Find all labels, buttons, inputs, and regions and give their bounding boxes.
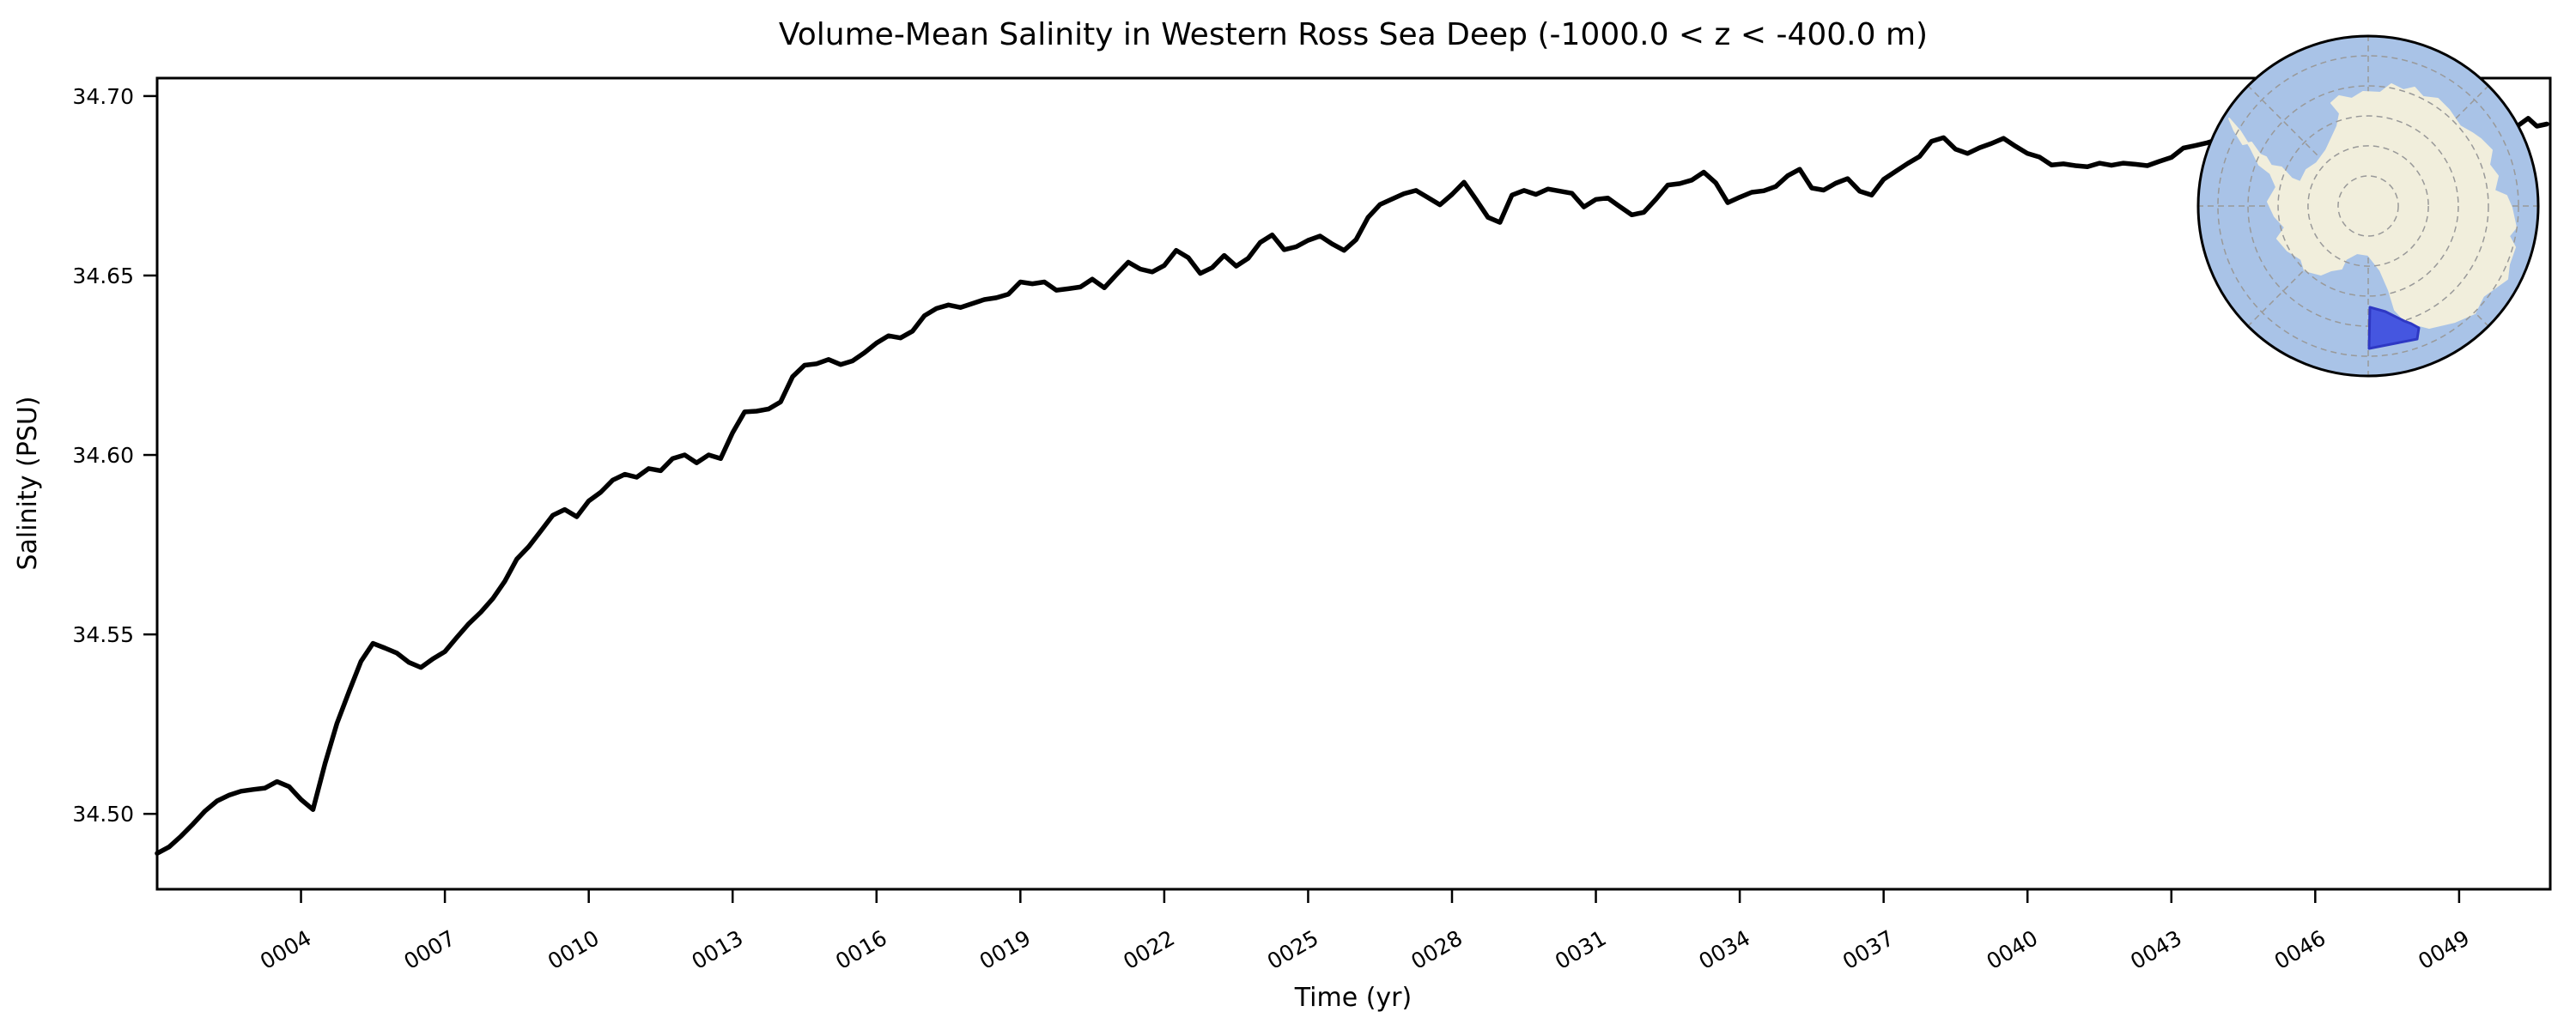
x-tick-label: 0046 [2270,925,2330,974]
inset-map-group [2196,34,2540,378]
graticule-circle [2217,55,2519,357]
y-axis-label: Salinity (PSU) [13,397,43,571]
y-tick-label: 34.55 [72,622,134,647]
x-tick-label: 0019 [975,925,1036,974]
x-tick-label: 0034 [1695,925,1755,974]
plot-frame [155,76,2552,891]
graticule-circle [2247,85,2489,327]
inset-map [2196,34,2540,378]
graticule-circle [2307,145,2429,267]
x-tick-label: 0022 [1119,925,1179,974]
island [2314,161,2324,172]
x-tick-label: 0028 [1406,925,1467,974]
x-axis-label: Time (yr) [1294,983,1412,1013]
data-series [155,116,2549,856]
island [2330,252,2342,264]
x-tick-label: 0004 [256,925,316,974]
x-tick-label: 0049 [2414,925,2474,974]
axis-ticks: 0004 0007 0010 0013 0016 0019 0022 0025 0028 0031… [72,84,2473,974]
x-tick-label: 0037 [1838,925,1899,974]
x-tick-label: 0025 [1263,925,1323,974]
x-tick-label: 0031 [1551,925,1611,974]
salinity-line [155,116,2549,856]
graticule-circle [2337,175,2399,237]
x-tick-label: 0040 [1983,925,2043,974]
x-tick-label: 0016 [831,925,891,974]
graticule-meridian [2247,85,2369,207]
region-highlight-western-ross-sea [2367,306,2421,350]
island [2318,261,2327,270]
x-tick-label: 0043 [2126,925,2186,974]
y-tick-label: 34.50 [72,802,134,827]
x-tick-label: 0010 [544,925,604,974]
y-tick-label: 34.65 [72,264,134,288]
inset-map-rim [2196,34,2540,378]
y-tick-label: 34.60 [72,443,134,468]
inset-map-content [2198,36,2538,376]
x-tick-label: 0007 [400,925,460,974]
x-tick-label: 0013 [688,925,748,974]
chart-title: Volume-Mean Salinity in Western Ross Sea… [779,17,1928,52]
y-tick-label: 34.70 [72,84,134,109]
